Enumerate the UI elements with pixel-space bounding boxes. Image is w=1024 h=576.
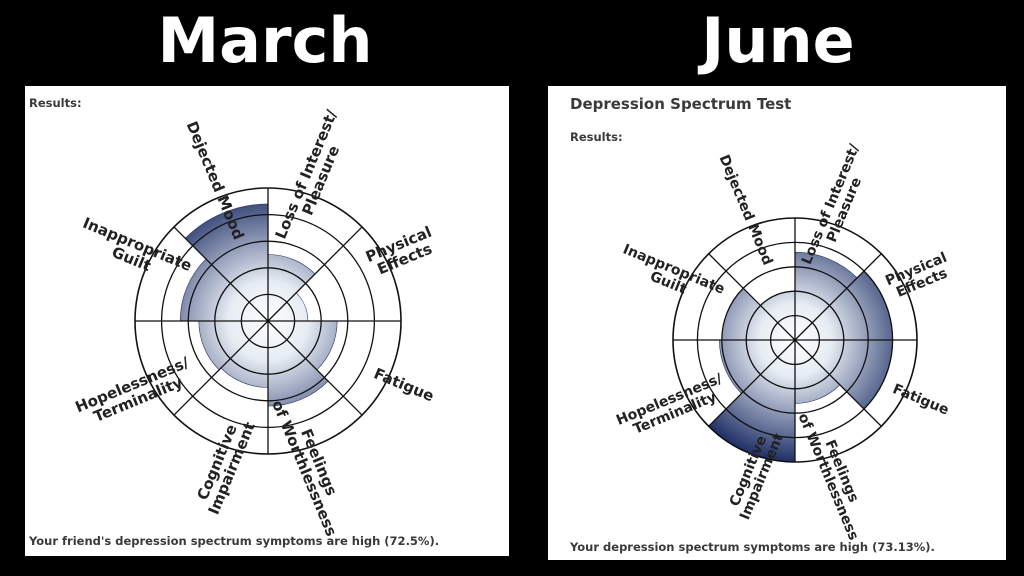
- category-label-text: Feelingsof Worthlessness: [268, 392, 355, 539]
- category-label-text: Fatigue: [371, 364, 436, 405]
- category-label-text: Dejected Mood: [716, 152, 776, 267]
- wedge-8: [184, 203, 269, 322]
- category-label-text: CognitiveImpairment: [190, 413, 259, 517]
- category-label: Feelingsof Worthlessness: [795, 405, 875, 543]
- category-label: Loss of Interest/Pleasure: [272, 107, 356, 248]
- category-label: CognitiveImpairment: [190, 413, 259, 517]
- category-label: PhysicalEffects: [363, 223, 440, 281]
- wedge-6: [719, 339, 796, 394]
- category-label-text: Fatigue: [890, 381, 951, 418]
- results-label: Results:: [29, 96, 82, 110]
- category-label: Dejected Mood: [716, 152, 776, 267]
- results-panel-june: Depression Spectrum Test Results: Loss o…: [548, 86, 1006, 560]
- spoke-4: [794, 339, 882, 427]
- panel-title: Depression Spectrum Test: [570, 95, 792, 113]
- results-summary: Your friend's depression spectrum sympto…: [29, 534, 440, 548]
- category-label-text: PhysicalEffects: [363, 223, 440, 281]
- spoke-8: [173, 226, 269, 322]
- heading-march: March: [157, 4, 373, 77]
- category-label-text: PhysicalEffects: [883, 250, 955, 303]
- polar-chart-june: Loss of Interest/PleasurePhysicalEffects…: [614, 141, 955, 543]
- spoke-4: [267, 320, 363, 416]
- results-summary: Your depression spectrum symptoms are hi…: [570, 540, 935, 554]
- category-label: Feelingsof Worthlessness: [268, 392, 355, 539]
- polar-chart-march: Loss of Interest/PleasurePhysicalEffects…: [73, 107, 440, 539]
- results-label: Results:: [570, 130, 623, 144]
- heading-june: June: [701, 4, 855, 77]
- category-label: Fatigue: [890, 381, 951, 418]
- category-label-text: Feelingsof Worthlessness: [795, 405, 875, 542]
- category-label-text: Loss of Interest/Pleasure: [272, 107, 356, 248]
- category-label: PhysicalEffects: [883, 250, 955, 303]
- spoke-6: [173, 320, 269, 416]
- spoke-2: [267, 226, 363, 322]
- results-panel-march: Results: Loss of Interest/Pleasure Physic…: [25, 86, 509, 556]
- spoke-6: [708, 339, 796, 427]
- wedge-1: [794, 251, 858, 341]
- category-label: Fatigue: [371, 364, 436, 405]
- spoke-2: [794, 253, 882, 341]
- spoke-8: [708, 253, 796, 341]
